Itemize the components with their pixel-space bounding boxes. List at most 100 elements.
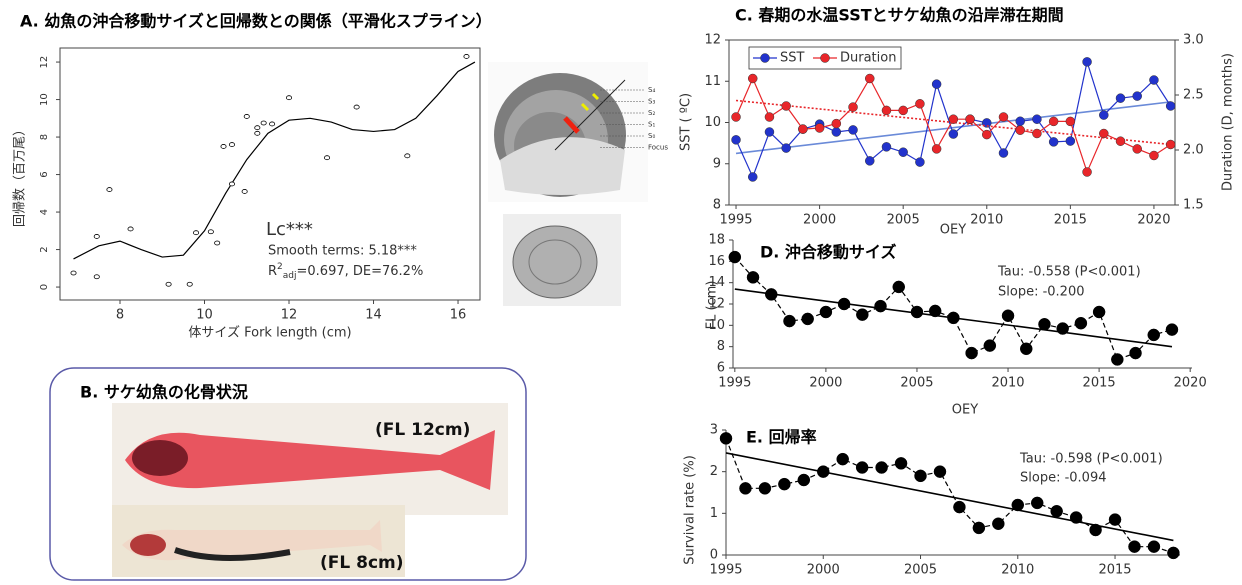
y2-tick-label: 2.0: [1183, 143, 1204, 158]
y-tick-label: 8: [713, 198, 721, 213]
point: [1038, 318, 1050, 330]
point: [1075, 317, 1087, 329]
x-tick-label: 2000: [803, 213, 836, 228]
point: [229, 182, 234, 186]
annotation: Smooth terms: 5.18***: [268, 244, 417, 259]
point: [1002, 310, 1014, 322]
y-axis-label: 回帰数（百万尾）: [12, 123, 28, 227]
point: [882, 106, 891, 115]
point: [973, 522, 985, 534]
point: [255, 126, 260, 130]
x-tick-label: 2010: [1001, 563, 1034, 578]
x-tick-label: 10: [196, 308, 213, 323]
x-axis-label: OEY: [952, 403, 978, 418]
point: [732, 135, 741, 144]
point: [1149, 151, 1158, 160]
x-tick-label: 2015: [1083, 376, 1116, 391]
chart: C. 春期の水温SSTとサケ幼魚の沿岸滞在期間19952000200520102…: [679, 6, 1236, 238]
y2-tick-label: 2.5: [1183, 88, 1204, 103]
y-axis-label: FL (cm): [705, 281, 720, 330]
point: [765, 288, 777, 300]
y2-tick-label: 1.5: [1183, 198, 1204, 213]
annotation: Slope: -0.094: [1020, 471, 1107, 486]
x-tick-label: 2005: [900, 376, 933, 391]
x-tick-label: 2000: [809, 376, 842, 391]
x-tick-label: 2005: [887, 213, 920, 228]
y-tick-label: 10: [704, 115, 721, 130]
point: [1149, 76, 1158, 85]
legend-marker: [821, 54, 830, 63]
x-tick-label: 2020: [1174, 376, 1207, 391]
annotation: Slope: -0.200: [998, 285, 1085, 300]
point: [405, 154, 410, 158]
point: [1166, 324, 1178, 336]
otolith-label: Focus: [648, 144, 668, 152]
point: [895, 457, 907, 469]
point: [107, 188, 112, 192]
point: [354, 105, 359, 109]
point: [1016, 126, 1025, 135]
y-tick-label: 1: [710, 506, 718, 521]
point: [911, 306, 923, 318]
point: [949, 115, 958, 124]
y-tick-label: 8: [39, 134, 50, 140]
point: [782, 144, 791, 153]
x-tick-label: 2015: [1054, 213, 1087, 228]
point: [837, 453, 849, 465]
otolith-image: [488, 62, 648, 306]
point: [1148, 329, 1160, 341]
y-tick-label: 6: [717, 361, 725, 376]
y-tick-label: 6: [39, 171, 50, 177]
point: [729, 251, 741, 263]
point: [849, 103, 858, 112]
point: [966, 115, 975, 124]
point: [798, 474, 810, 486]
annotation-part: adj: [283, 271, 297, 281]
annotation-part: R: [268, 264, 277, 279]
otolith-label: S₁: [648, 121, 655, 129]
point: [1083, 57, 1092, 66]
point: [255, 131, 260, 135]
y-tick-label: 8: [717, 339, 725, 354]
legend-label: Duration: [840, 51, 896, 66]
point: [899, 148, 908, 157]
point: [94, 234, 99, 238]
point: [166, 282, 171, 286]
point: [261, 121, 266, 125]
otolith-label: S₄: [648, 86, 655, 94]
point: [1031, 497, 1043, 509]
legend-marker: [761, 54, 770, 63]
point: [832, 119, 841, 128]
x-tick-label: 2000: [807, 563, 840, 578]
point: [229, 143, 234, 147]
point: [999, 113, 1008, 122]
y-tick-label: 16: [708, 254, 725, 269]
point: [947, 312, 959, 324]
point: [1111, 353, 1123, 365]
point: [953, 501, 965, 513]
otolith-label: S₃: [648, 98, 655, 106]
point: [1051, 505, 1063, 517]
x-tick-label: 2005: [904, 563, 937, 578]
annotation-part: =0.697, DE=76.2%: [297, 264, 424, 279]
point: [856, 462, 868, 474]
point: [765, 113, 774, 122]
point: [1066, 137, 1075, 146]
x-axis-label: OEY: [940, 223, 966, 238]
chart-title: A. 幼魚の沖合移動サイズと回帰数との関係（平滑化スプライン）: [20, 12, 492, 31]
point: [765, 127, 774, 136]
chart: D. 沖合移動サイズ199520002005201020152020681012…: [705, 233, 1207, 418]
point: [286, 96, 291, 100]
point: [817, 466, 829, 478]
point: [193, 231, 198, 235]
otolith-label: S₀: [648, 132, 655, 140]
y2-axis-label: Duration (D, months): [1221, 53, 1236, 191]
point: [984, 340, 996, 352]
y-tick-label: 2: [39, 246, 50, 252]
point: [999, 149, 1008, 158]
y-tick-label: 4: [39, 209, 50, 215]
y-tick-label: 12: [39, 56, 50, 69]
y-tick-label: 9: [713, 156, 721, 171]
